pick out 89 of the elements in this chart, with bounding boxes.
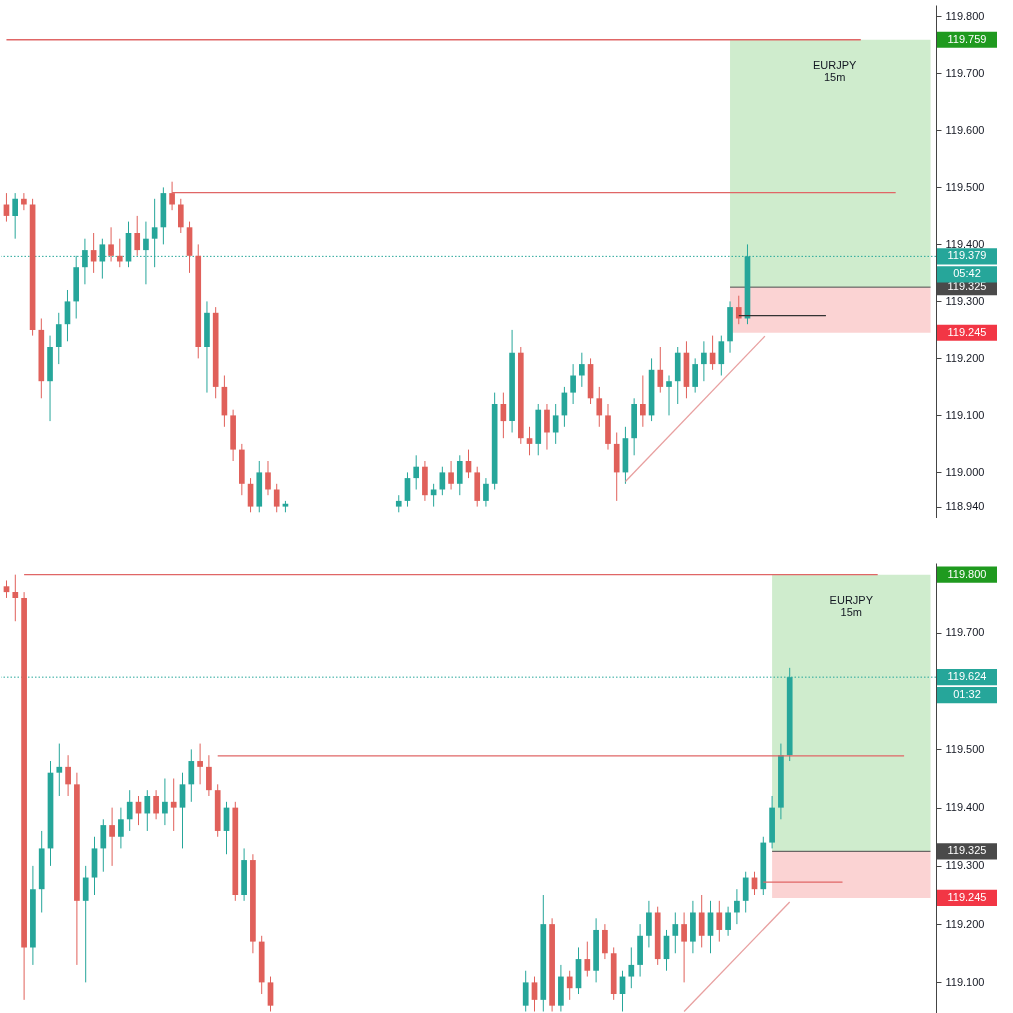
- candlestick: [197, 743, 203, 785]
- y-tick-label: 119.300: [945, 294, 985, 307]
- candlestick: [657, 346, 664, 394]
- candlestick: [701, 340, 707, 382]
- candlestick: [716, 900, 723, 943]
- y-tick-label: 119.200: [945, 917, 985, 930]
- annotation: EURJPY: [812, 58, 858, 71]
- candlestick: [109, 807, 115, 867]
- candlestick: [628, 946, 635, 989]
- candlestick: [584, 941, 591, 978]
- candlestick: [100, 818, 107, 873]
- candlestick: [134, 215, 141, 257]
- candlestick: [12, 192, 18, 240]
- candlestick: [718, 335, 725, 376]
- annotation: EURJPY: [829, 593, 874, 606]
- ref-line-label: 119.379: [947, 249, 987, 262]
- candlestick: [483, 477, 489, 508]
- candlestick: [206, 754, 212, 797]
- candlestick: [725, 906, 731, 937]
- y-tick-label: 119.600: [945, 123, 985, 136]
- candlestick: [439, 466, 446, 496]
- y-tick-label: 119.500: [945, 742, 985, 755]
- annotation: 15m: [840, 605, 862, 618]
- y-tick-label: 119.400: [945, 237, 985, 250]
- y-tick-label: 119.300: [945, 859, 985, 872]
- candlestick: [82, 865, 89, 983]
- candlestick: [21, 192, 27, 211]
- text: 05:42: [953, 267, 981, 280]
- ref-line-label: 119.325: [947, 280, 987, 293]
- candlestick: [265, 460, 271, 496]
- text: 01:32: [953, 688, 981, 701]
- candlestick: [267, 976, 274, 1013]
- candlestick: [55, 312, 62, 365]
- y-tick-label: 119.100: [945, 408, 985, 421]
- band-label: 119.245: [947, 325, 987, 338]
- candlestick: [179, 772, 186, 849]
- candlestick: [566, 970, 573, 1001]
- candlestick: [456, 454, 463, 496]
- y-tick-label: 119.000: [945, 465, 985, 478]
- candlestick: [570, 363, 576, 405]
- candlestick: [65, 754, 71, 797]
- candlestick: [90, 232, 97, 274]
- candlestick: [681, 911, 687, 983]
- candlestick: [596, 386, 603, 428]
- candlestick: [116, 238, 123, 268]
- ref-line-label: 119.325: [947, 844, 987, 857]
- candlestick: [162, 778, 168, 826]
- candlestick: [707, 900, 714, 954]
- candlestick: [170, 778, 177, 832]
- candlestick: [602, 923, 608, 960]
- candlestick: [522, 970, 529, 1013]
- candlestick: [544, 403, 550, 451]
- candlestick: [144, 789, 151, 832]
- y-tick-label: 119.500: [945, 180, 985, 193]
- candlestick: [742, 871, 749, 913]
- candlestick: [12, 574, 19, 622]
- candlestick: [734, 888, 740, 925]
- candlestick: [153, 789, 159, 820]
- candlestick: [579, 352, 585, 388]
- candlestick: [118, 807, 124, 849]
- candlestick: [448, 460, 454, 490]
- y-tick-label: 119.400: [945, 801, 985, 814]
- band-label: 119.245: [947, 890, 987, 903]
- candlestick: [56, 743, 63, 797]
- y-tick-label: 119.700: [945, 66, 985, 79]
- candlestick: [531, 976, 538, 1013]
- candlestick: [640, 375, 646, 428]
- ref-line-label: 119.624: [947, 670, 987, 683]
- candlestick: [692, 357, 698, 394]
- candlestick: [552, 403, 559, 445]
- y-tick-label: 119.800: [945, 9, 985, 22]
- candlestick: [188, 748, 195, 803]
- candlestick: [735, 295, 742, 325]
- y-tick-label: 119.200: [945, 351, 985, 364]
- candlestick: [126, 789, 133, 832]
- candlestick: [108, 226, 114, 262]
- candlestick: [177, 198, 184, 234]
- candlestick: [273, 483, 280, 513]
- y-tick-label: 119.700: [945, 626, 985, 639]
- y-tick-label: 118.940: [945, 500, 985, 513]
- candlestick: [646, 900, 652, 948]
- candlestick: [672, 911, 679, 954]
- band-label: 119.759: [947, 32, 987, 45]
- y-tick-label: 119.100: [945, 975, 985, 988]
- candlestick: [413, 454, 420, 490]
- candlestick: [526, 426, 533, 456]
- candlestick: [698, 894, 705, 948]
- candlestick: [666, 375, 672, 416]
- annotation: 15m: [823, 70, 846, 83]
